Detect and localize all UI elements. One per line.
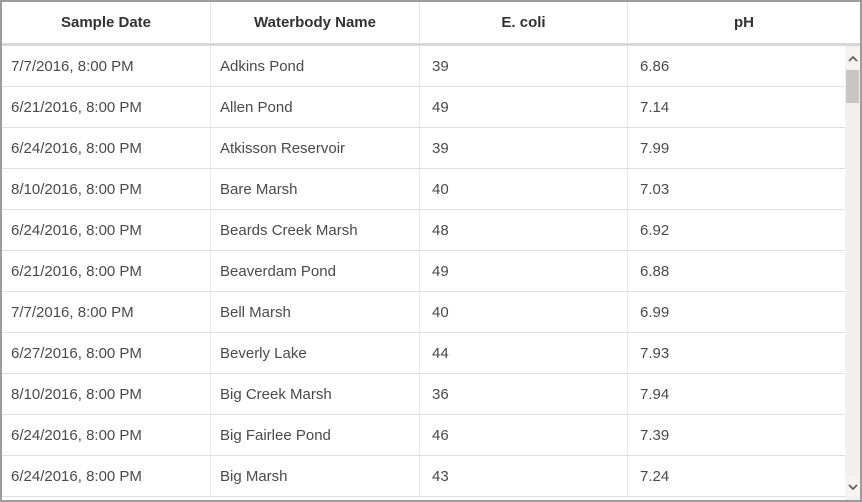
cell-sample-date: 7/7/2016, 8:00 PM <box>2 292 211 332</box>
cell-ecoli: 43 <box>420 456 628 496</box>
vertical-scrollbar[interactable] <box>845 46 860 500</box>
cell-waterbody-name: Adkins Pond <box>211 46 420 86</box>
cell-waterbody-name: Allen Pond <box>211 87 420 127</box>
column-header-waterbody-name[interactable]: Waterbody Name <box>211 2 420 43</box>
cell-ecoli: 48 <box>420 210 628 250</box>
table-row[interactable]: 8/10/2016, 8:00 PM Big Creek Marsh 36 7.… <box>2 374 860 415</box>
cell-ph: 7.99 <box>640 139 670 157</box>
cell-ph: 7.93 <box>640 344 670 362</box>
cell-ecoli: 36 <box>420 374 628 414</box>
table-row[interactable]: 6/27/2016, 8:00 PM Beverly Lake 44 7.93 <box>2 333 860 374</box>
cell-ecoli: 44 <box>420 333 628 373</box>
cell-waterbody-name: Beverly Lake <box>211 333 420 373</box>
cell-ecoli: 49 <box>420 251 628 291</box>
table-row[interactable]: 6/24/2016, 8:00 PM Big Marsh 43 7.24 <box>2 456 860 497</box>
table-body: 7/7/2016, 8:00 PM Adkins Pond 39 6.86 6/… <box>2 46 860 500</box>
cell-sample-date: 8/10/2016, 8:00 PM <box>2 374 211 414</box>
cell-ph: 7.14 <box>640 98 670 116</box>
column-header-sample-date[interactable]: Sample Date <box>2 2 211 43</box>
cell-ph: 7.03 <box>640 180 670 198</box>
table-row[interactable]: 6/21/2016, 8:00 PM Beaverdam Pond 49 6.8… <box>2 251 860 292</box>
cell-ph: 7.39 <box>640 426 670 444</box>
table-row[interactable]: 6/24/2016, 8:00 PM Beards Creek Marsh 48… <box>2 210 860 251</box>
cell-sample-date: 6/24/2016, 8:00 PM <box>2 415 211 455</box>
cell-sample-date: 6/27/2016, 8:00 PM <box>2 333 211 373</box>
cell-waterbody-name: Bell Marsh <box>211 292 420 332</box>
chevron-up-icon <box>847 49 858 67</box>
cell-ph: 6.92 <box>640 221 670 239</box>
cell-sample-date: 8/10/2016, 8:00 PM <box>2 169 211 209</box>
cell-sample-date: 7/7/2016, 8:00 PM <box>2 46 211 86</box>
table-row[interactable]: 7/7/2016, 8:00 PM Bell Marsh 40 6.99 <box>2 292 860 333</box>
cell-ph: 7.24 <box>640 467 670 485</box>
cell-ph: 7.94 <box>640 385 670 403</box>
cell-ecoli: 40 <box>420 169 628 209</box>
scrollbar-thumb[interactable] <box>846 70 859 103</box>
cell-sample-date: 6/24/2016, 8:00 PM <box>2 128 211 168</box>
table-row[interactable]: 6/24/2016, 8:00 PM Atkisson Reservoir 39… <box>2 128 860 169</box>
cell-ph: 6.99 <box>640 303 670 321</box>
cell-ecoli: 49 <box>420 87 628 127</box>
column-header-ecoli[interactable]: E. coli <box>420 2 628 43</box>
header-separator <box>2 43 860 46</box>
table-row[interactable]: 6/21/2016, 8:00 PM Allen Pond 49 7.14 <box>2 87 860 128</box>
cell-waterbody-name: Atkisson Reservoir <box>211 128 420 168</box>
cell-ecoli: 39 <box>420 128 628 168</box>
cell-sample-date: 6/24/2016, 8:00 PM <box>2 456 211 496</box>
cell-ecoli: 46 <box>420 415 628 455</box>
table-row[interactable]: 8/10/2016, 8:00 PM Bare Marsh 40 7.03 <box>2 169 860 210</box>
cell-waterbody-name: Bare Marsh <box>211 169 420 209</box>
cell-sample-date: 6/21/2016, 8:00 PM <box>2 251 211 291</box>
scroll-up-button[interactable] <box>845 48 860 68</box>
cell-sample-date: 6/24/2016, 8:00 PM <box>2 210 211 250</box>
table-row[interactable]: 7/7/2016, 8:00 PM Adkins Pond 39 6.86 <box>2 46 860 87</box>
cell-waterbody-name: Beards Creek Marsh <box>211 210 420 250</box>
scroll-down-button[interactable] <box>845 476 860 496</box>
cell-waterbody-name: Beaverdam Pond <box>211 251 420 291</box>
cell-ph: 6.86 <box>640 57 670 75</box>
column-header-ph[interactable]: pH <box>734 14 754 31</box>
cell-waterbody-name: Big Fairlee Pond <box>211 415 420 455</box>
cell-waterbody-name: Big Marsh <box>211 456 420 496</box>
cell-ph: 6.88 <box>640 262 670 280</box>
cell-waterbody-name: Big Creek Marsh <box>211 374 420 414</box>
cell-ecoli: 40 <box>420 292 628 332</box>
table-header-row: Sample Date Waterbody Name E. coli pH <box>2 2 860 43</box>
cell-ecoli: 39 <box>420 46 628 86</box>
chevron-down-icon <box>847 477 858 495</box>
cell-sample-date: 6/21/2016, 8:00 PM <box>2 87 211 127</box>
table-row[interactable]: 6/24/2016, 8:00 PM Big Fairlee Pond 46 7… <box>2 415 860 456</box>
